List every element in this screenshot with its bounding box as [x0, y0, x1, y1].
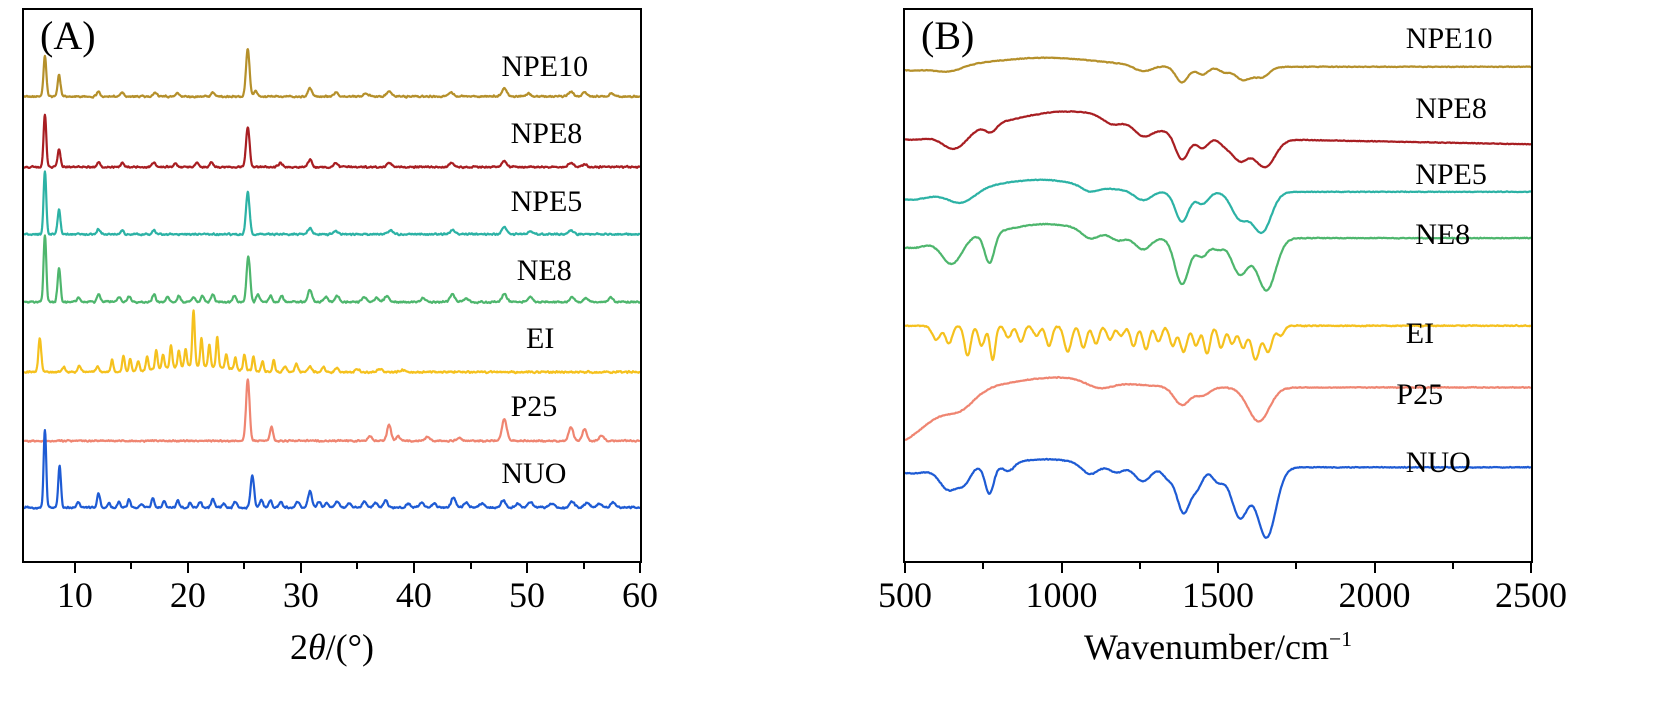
- panel-ftir: (B) NPE10 NPE8 NPE5 NE8 EI P25 NUO 500 1000 1500…: [878, 8, 1567, 668]
- x-tick-major: [1217, 563, 1219, 573]
- x-tick-major: [412, 563, 415, 573]
- x-tick-minor: [130, 563, 133, 569]
- series-label-npe8: NPE8: [510, 117, 583, 151]
- series-label-npe5: NPE5: [510, 185, 583, 219]
- panel-ftir-tag: (B): [921, 13, 975, 58]
- x-tick-label: 20: [169, 575, 206, 615]
- series-label-p25: P25: [1396, 378, 1444, 412]
- x-tick-label: 1500: [1182, 575, 1254, 615]
- panel-xrd: (A) NPE10 NPE8 NPE5 NE8 EI P25 NUO 10 20 30 40 50 6…: [22, 8, 658, 668]
- xlabel-sup: −1: [1329, 627, 1352, 651]
- x-tick-major: [904, 563, 906, 573]
- panel-xrd-x-axis-tick-labels: 10 20 30 40 50 60: [22, 575, 658, 618]
- xlabel-pre: 2: [289, 627, 308, 667]
- x-tick-major: [1060, 563, 1063, 573]
- x-tick-label: 2000: [1338, 575, 1411, 615]
- trace-p25: [24, 378, 640, 443]
- series-label-npe5: NPE5: [1415, 157, 1487, 191]
- trace-ei: [24, 309, 640, 375]
- panel-xrd-tag: (A): [40, 13, 96, 58]
- x-tick-major: [526, 563, 528, 573]
- x-tick-minor: [469, 563, 472, 569]
- x-tick-minor: [243, 563, 246, 569]
- series-label-ne8: NE8: [516, 254, 572, 288]
- xlabel-post: /(°): [325, 627, 375, 667]
- trace-npe8: [905, 110, 1531, 169]
- panel-ftir-x-axis-ticks: [903, 563, 1533, 575]
- x-tick-label: 30: [282, 575, 319, 615]
- trace-ei: [905, 323, 1531, 362]
- x-tick-minor: [1295, 563, 1298, 569]
- x-tick-major: [1373, 563, 1376, 573]
- x-tick-minor: [356, 563, 359, 569]
- trace-npe10: [24, 48, 640, 99]
- series-label-ei: EI: [1405, 317, 1435, 351]
- series-label-npe8: NPE8: [1415, 91, 1487, 125]
- xlabel-pre: Wavenumber/cm: [1084, 627, 1330, 667]
- series-label-npe10: NPE10: [1405, 22, 1493, 56]
- panel-ftir-x-axis-tick-labels: 500 1000 1500 2000 2500: [878, 575, 1567, 618]
- x-tick-label: 50: [509, 575, 545, 615]
- trace-npe5: [905, 178, 1531, 235]
- panel-xrd-plot-area: (A) NPE10 NPE8 NPE5 NE8 EI P25 NUO: [22, 8, 642, 563]
- x-tick-major: [299, 563, 302, 573]
- x-tick-major: [186, 563, 189, 573]
- trace-ne8: [905, 222, 1531, 292]
- x-tick-minor: [1138, 563, 1141, 569]
- series-label-ei: EI: [526, 322, 555, 356]
- panel-ftir-plot-area: (B) NPE10 NPE8 NPE5 NE8 EI P25 NUO: [903, 8, 1533, 563]
- series-label-nuo: NUO: [1405, 446, 1471, 480]
- series-label-ne8: NE8: [1415, 218, 1471, 252]
- xrd-traces-svg: [24, 48, 640, 510]
- trace-npe8: [24, 113, 640, 170]
- x-tick-minor: [582, 563, 585, 569]
- panel-xrd-x-axis-ticks: [22, 563, 642, 575]
- trace-p25: [905, 375, 1531, 442]
- x-tick-major: [1530, 563, 1532, 573]
- panel-ftir-x-axis-title: Wavenumber/cm−1: [903, 627, 1533, 668]
- ftir-traces-svg: [905, 56, 1531, 539]
- x-tick-label: 1000: [1025, 575, 1098, 615]
- x-tick-label: 10: [56, 575, 93, 615]
- xlabel-theta: θ: [307, 627, 326, 667]
- x-tick-label: 40: [395, 575, 432, 615]
- x-tick-label: 500: [878, 575, 932, 615]
- trace-nuo: [24, 429, 640, 510]
- series-label-npe10: NPE10: [501, 49, 589, 83]
- x-tick-minor: [982, 563, 985, 569]
- trace-npe5: [24, 170, 640, 237]
- series-label-nuo: NUO: [501, 457, 567, 491]
- trace-npe10: [905, 56, 1531, 84]
- trace-ne8: [24, 234, 640, 305]
- x-tick-minor: [1451, 563, 1454, 569]
- x-tick-major: [73, 563, 76, 573]
- x-tick-major: [639, 563, 641, 573]
- x-tick-label: 60: [622, 575, 658, 615]
- series-label-p25: P25: [510, 390, 558, 424]
- panel-xrd-x-axis-title: 2θ/(°): [22, 627, 642, 668]
- trace-nuo: [905, 457, 1531, 539]
- x-tick-label: 2500: [1495, 575, 1567, 615]
